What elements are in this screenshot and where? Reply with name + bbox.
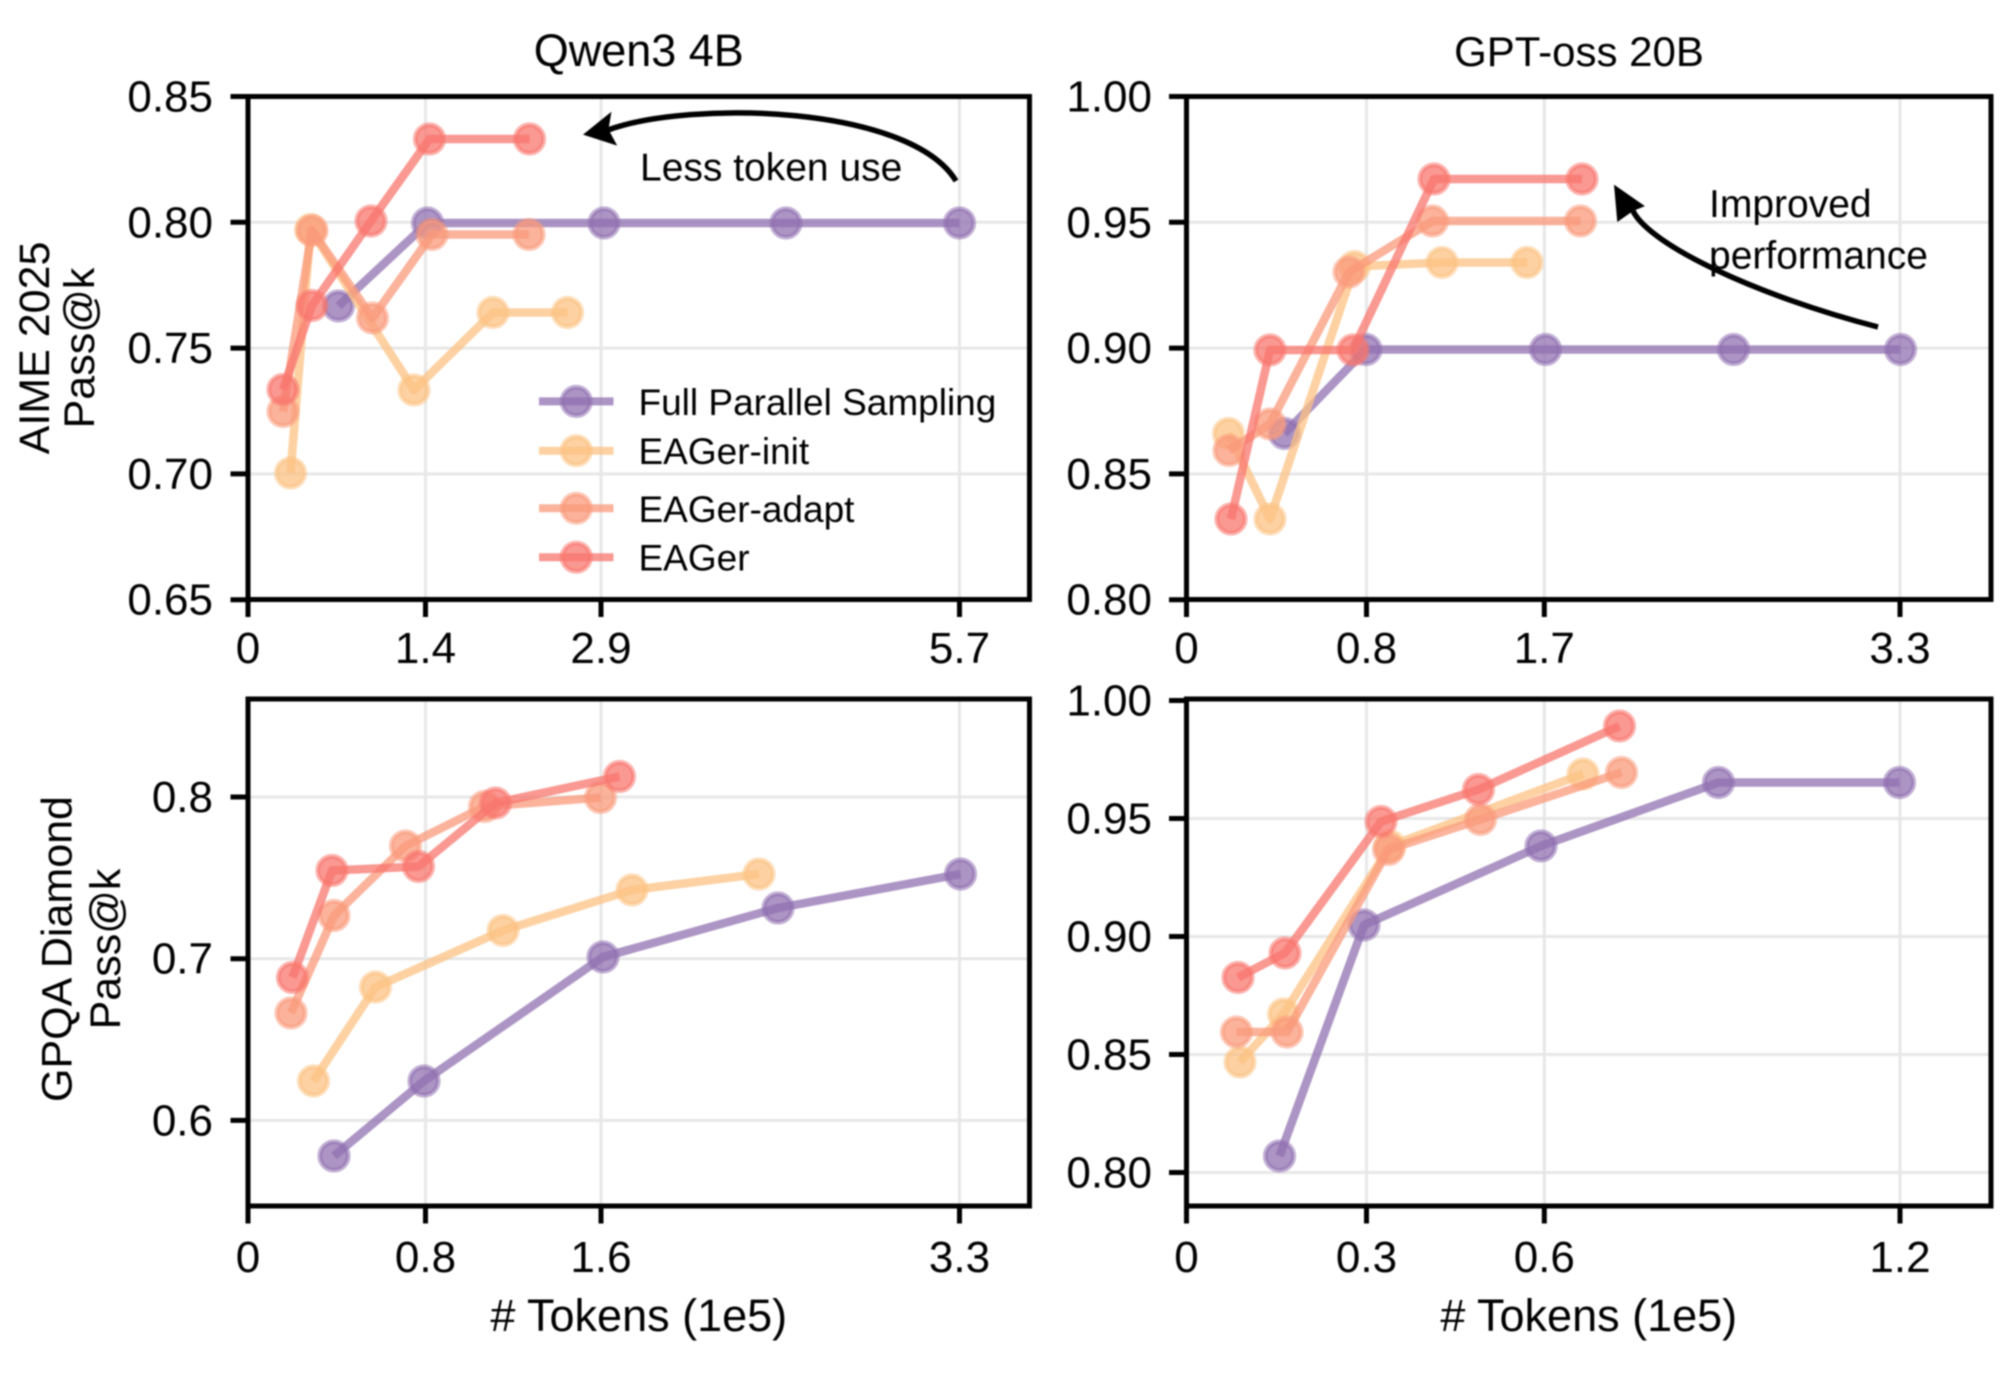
svg-text:Less token use: Less token use — [640, 147, 902, 190]
svg-text:0.3: 0.3 — [1336, 1233, 1397, 1282]
svg-text:0.8: 0.8 — [1336, 624, 1397, 673]
svg-text:0.95: 0.95 — [1066, 795, 1152, 844]
svg-text:Pass@k: Pass@k — [82, 868, 130, 1029]
svg-text:0.90: 0.90 — [1066, 913, 1152, 962]
svg-text:Pass@k: Pass@k — [56, 267, 104, 428]
svg-text:1.00: 1.00 — [1066, 677, 1152, 726]
svg-text:0.6: 0.6 — [1514, 1233, 1575, 1282]
svg-text:1.00: 1.00 — [1066, 73, 1152, 122]
svg-text:0.8: 0.8 — [152, 773, 213, 822]
svg-text:5.7: 5.7 — [929, 624, 990, 673]
svg-text:1.7: 1.7 — [1514, 624, 1575, 673]
svg-text:0: 0 — [236, 624, 260, 673]
svg-text:0.6: 0.6 — [152, 1096, 213, 1145]
svg-text:0.70: 0.70 — [127, 450, 213, 499]
svg-text:0.90: 0.90 — [1066, 324, 1152, 373]
svg-text:Full Parallel Sampling: Full Parallel Sampling — [639, 382, 997, 423]
svg-text:0.80: 0.80 — [1066, 1149, 1152, 1198]
svg-text:Qwen3 4B: Qwen3 4B — [534, 25, 744, 76]
svg-text:0.7: 0.7 — [152, 935, 213, 984]
svg-text:0.85: 0.85 — [1066, 1031, 1152, 1080]
svg-text:GPQA Diamond: GPQA Diamond — [34, 796, 82, 1102]
svg-text:0.75: 0.75 — [127, 324, 213, 373]
svg-text:0.95: 0.95 — [1066, 198, 1152, 247]
svg-text:# Tokens (1e5): # Tokens (1e5) — [490, 1290, 787, 1341]
svg-text:0.85: 0.85 — [127, 73, 213, 122]
svg-text:0.8: 0.8 — [395, 1233, 456, 1282]
svg-text:AIME 2025: AIME 2025 — [11, 242, 59, 455]
svg-text:performance: performance — [1709, 235, 1928, 278]
svg-text:0.85: 0.85 — [1066, 450, 1152, 499]
svg-text:1.4: 1.4 — [395, 624, 456, 673]
svg-text:1.2: 1.2 — [1869, 1233, 1930, 1282]
svg-text:GPT-oss 20B: GPT-oss 20B — [1454, 28, 1704, 75]
svg-text:1.6: 1.6 — [570, 1233, 631, 1282]
svg-text:# Tokens (1e5): # Tokens (1e5) — [1440, 1290, 1737, 1341]
svg-text:3.3: 3.3 — [1869, 624, 1930, 673]
svg-text:0: 0 — [1174, 624, 1198, 673]
svg-text:0: 0 — [236, 1233, 260, 1282]
svg-text:3.3: 3.3 — [929, 1233, 990, 1282]
svg-text:0.80: 0.80 — [1066, 576, 1152, 625]
svg-text:0: 0 — [1174, 1233, 1198, 1282]
svg-text:EAGer-adapt: EAGer-adapt — [639, 489, 856, 530]
svg-text:Improved: Improved — [1709, 183, 1872, 226]
svg-text:0.65: 0.65 — [127, 576, 213, 625]
svg-text:EAGer: EAGer — [639, 538, 750, 579]
svg-text:EAGer-init: EAGer-init — [639, 431, 810, 472]
svg-text:2.9: 2.9 — [570, 624, 631, 673]
svg-text:0.80: 0.80 — [127, 198, 213, 247]
